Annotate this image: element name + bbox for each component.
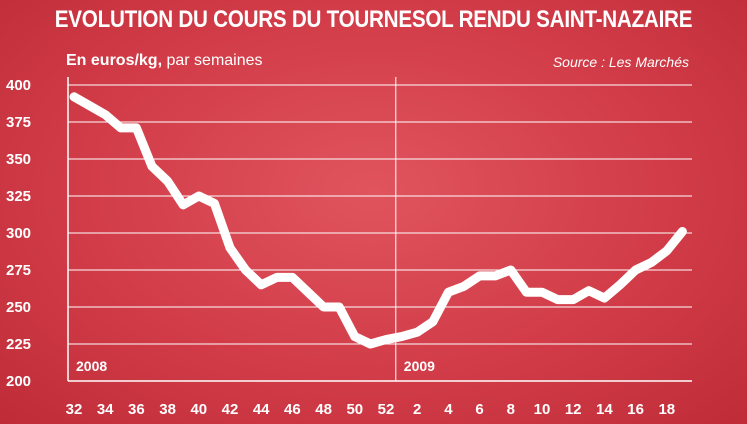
data-point	[181, 203, 185, 207]
data-point	[446, 290, 450, 294]
y-tick-label: 375	[6, 114, 31, 131]
x-tick-label: 52	[378, 401, 395, 418]
x-tick-label: 46	[284, 401, 301, 418]
y-tick-label: 275	[6, 262, 31, 279]
x-tick-label: 10	[534, 401, 551, 418]
x-tick-label: 42	[222, 401, 239, 418]
series-line	[69, 92, 687, 349]
x-tick-label: 2	[413, 401, 421, 418]
data-point	[322, 305, 326, 309]
x-tick-label: 36	[128, 401, 145, 418]
source-note: Source : Les Marchés	[552, 54, 689, 70]
y-tick-label: 250	[6, 299, 31, 316]
x-tick-label: 12	[565, 401, 582, 418]
x-axis: 32 34 36 38 40 42 44 46 48 50 52 2 4 6 8 10 12 14 16 18	[66, 401, 675, 418]
data-point	[197, 194, 201, 198]
data-point	[400, 335, 404, 339]
x-tick-label: 38	[159, 401, 176, 418]
data-point	[587, 289, 591, 293]
data-point	[462, 284, 466, 288]
y-tick-label: 225	[6, 336, 31, 353]
grid	[67, 77, 692, 382]
data-point	[306, 290, 310, 294]
x-tick-label: 4	[444, 401, 453, 418]
data-point	[602, 296, 606, 300]
year-label-2008: 2008	[76, 358, 107, 374]
y-tick-label: 350	[6, 151, 31, 168]
year-label-2009: 2009	[404, 358, 435, 374]
data-point	[509, 268, 513, 272]
period-label: par semaines	[162, 52, 263, 69]
y-tick-label: 200	[6, 373, 31, 390]
x-tick-label: 32	[66, 401, 83, 418]
data-point	[228, 246, 232, 250]
data-point	[571, 298, 575, 302]
series-group	[69, 92, 687, 349]
x-tick-label: 14	[596, 401, 613, 418]
x-tick-label: 8	[507, 401, 515, 418]
data-point	[275, 275, 279, 279]
chart-title: EVOLUTION DU COURS DU TOURNESOL RENDU SA…	[54, 6, 693, 33]
x-tick-label: 18	[658, 401, 675, 418]
data-point	[680, 230, 684, 234]
data-point	[72, 95, 76, 99]
x-tick-label: 50	[346, 401, 363, 418]
year-labels: 2008 2009	[76, 358, 435, 374]
data-point	[618, 283, 622, 287]
data-point	[88, 104, 92, 108]
data-point	[556, 298, 560, 302]
data-point	[431, 320, 435, 324]
data-point	[150, 164, 154, 168]
data-point	[384, 338, 388, 342]
y-tick-label: 300	[6, 225, 31, 242]
x-tick-label: 6	[475, 401, 483, 418]
y-tick-label: 325	[6, 188, 31, 205]
data-point	[290, 275, 294, 279]
data-point	[649, 261, 653, 265]
data-point	[212, 201, 216, 205]
x-tick-label: 34	[97, 401, 114, 418]
chart-subtitle: En euros/kg, par semaines	[66, 52, 263, 70]
y-tick-label: 400	[6, 77, 31, 94]
data-point	[244, 268, 248, 272]
data-point	[493, 274, 497, 278]
data-point	[259, 283, 263, 287]
data-point	[119, 126, 123, 130]
data-point	[665, 249, 669, 253]
data-point	[368, 342, 372, 346]
data-point	[524, 290, 528, 294]
data-point	[134, 126, 138, 130]
data-point	[337, 305, 341, 309]
unit-label: En euros/kg,	[66, 52, 163, 69]
data-point	[103, 113, 107, 117]
x-tick-label: 16	[627, 401, 644, 418]
y-axis: 200 225 250 275 300 325 350 375 400	[6, 77, 31, 390]
data-point	[415, 330, 419, 334]
x-tick-label: 40	[190, 401, 207, 418]
x-tick-label: 44	[253, 401, 270, 418]
data-point	[353, 335, 357, 339]
data-point	[540, 290, 544, 294]
data-point	[478, 274, 482, 278]
x-tick-label: 48	[315, 401, 332, 418]
data-point	[166, 179, 170, 183]
data-point	[634, 268, 638, 272]
